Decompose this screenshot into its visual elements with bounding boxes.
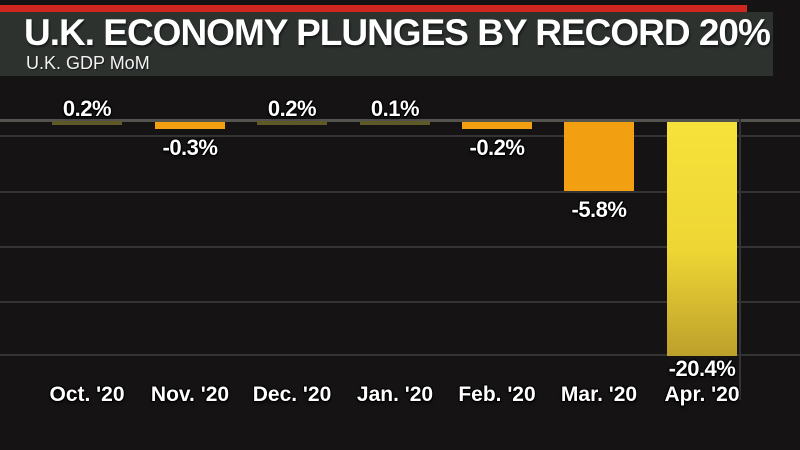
value-label-apr-20: -20.4% xyxy=(668,356,736,381)
plot-area: 0.2% Oct. '20 -0.3% Nov. '20 0.2% Dec. '20 0.1… xyxy=(0,76,800,450)
bar-apr-20 xyxy=(667,122,737,356)
bar-oct-20 xyxy=(52,121,122,125)
page-title: U.K. ECONOMY PLUNGES BY RECORD 20% xyxy=(24,12,771,53)
x-axis-label-oct-20: Oct. '20 xyxy=(49,383,125,406)
chart-subtitle: U.K. GDP MoM xyxy=(26,53,150,73)
x-axis-label-apr-20: Apr. '20 xyxy=(664,383,740,406)
value-label-nov-20: -0.3% xyxy=(162,135,218,160)
value-label-feb-20: -0.2% xyxy=(469,135,525,160)
value-label-jan-20: 0.1% xyxy=(370,96,420,121)
gridline xyxy=(0,191,800,193)
bar-nov-20 xyxy=(155,122,225,129)
value-label-dec-20: 0.2% xyxy=(267,96,317,121)
value-label-mar-20: -5.8% xyxy=(571,197,627,222)
gridline xyxy=(0,354,800,356)
x-axis-label-feb-20: Feb. '20 xyxy=(458,383,536,406)
x-axis-label-dec-20: Dec. '20 xyxy=(252,383,332,406)
top-accent-bar xyxy=(0,5,747,12)
bar-feb-20 xyxy=(462,122,532,129)
x-axis-label-jan-20: Jan. '20 xyxy=(356,383,434,406)
chart-header: U.K. ECONOMY PLUNGES BY RECORD 20% U.K. … xyxy=(0,12,773,76)
bar-mar-20 xyxy=(564,122,634,191)
x-axis-label-nov-20: Nov. '20 xyxy=(150,383,230,406)
bar-dec-20 xyxy=(257,121,327,125)
right-axis-line xyxy=(739,119,741,400)
bar-jan-20 xyxy=(360,121,430,125)
x-axis-label-mar-20: Mar. '20 xyxy=(560,383,638,406)
gridline xyxy=(0,246,800,248)
gridline xyxy=(0,135,800,137)
zero-axis-line xyxy=(0,119,800,122)
value-label-oct-20: 0.2% xyxy=(62,96,112,121)
gridline xyxy=(0,301,800,303)
